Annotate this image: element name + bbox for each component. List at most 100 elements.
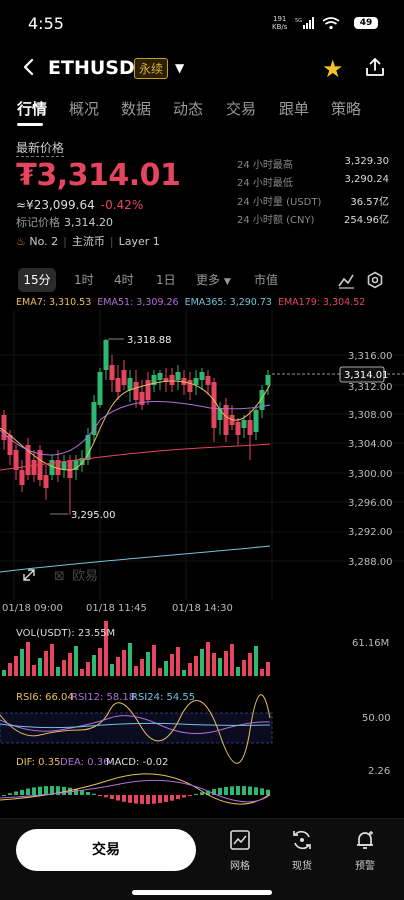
market-cap-toggle[interactable]: 市值 (254, 273, 279, 287)
macd-bar (74, 788, 78, 795)
mark-price-label: 标记价格 (16, 216, 60, 229)
macd-bar (2, 795, 6, 796)
stat-low: 24 小时最低 3,290.24 (237, 174, 389, 190)
stat-high: 24 小时最高 3,329.30 (237, 156, 389, 171)
volume-bar (230, 644, 234, 676)
candle-body (13, 450, 19, 470)
volume-bar (98, 648, 102, 676)
ema51-label: EMA51: 3,309.26 (97, 297, 179, 308)
macd-bar (230, 786, 234, 795)
macd-bar (158, 795, 162, 803)
volume-bar (128, 643, 132, 676)
volume-bar (62, 660, 66, 676)
volume-bar (92, 655, 96, 676)
cny-price-row: ≈¥23,099.64 -0.42% (16, 198, 143, 212)
macd-bar (194, 793, 198, 795)
macd-bar (56, 786, 60, 795)
ema365-label: EMA365: 3,290.73 (184, 297, 272, 308)
volume-bar (152, 645, 156, 676)
candle-body (151, 375, 157, 385)
dif-label: DIF: 0.35 (16, 757, 60, 768)
macd-bar (266, 789, 270, 795)
macd-bar (104, 795, 108, 798)
volume-bar (260, 669, 264, 676)
candle-body (31, 460, 37, 475)
main-tabs: 行情 概况 数据 动态 交易 跟单 策略 (0, 96, 404, 126)
expand-icon[interactable] (23, 569, 35, 581)
battery-indicator: 49 (354, 17, 378, 29)
back-arrow-icon[interactable] (18, 56, 40, 78)
tab-market[interactable]: 行情 (17, 100, 48, 118)
spot-button[interactable]: 现货 (282, 829, 322, 872)
volume-bar (200, 649, 204, 676)
macd-bar (44, 786, 48, 795)
macd-bar (224, 786, 228, 795)
star-icon[interactable]: ★ (322, 55, 344, 83)
tab-copy-trading[interactable]: 跟单 (279, 100, 310, 118)
volume-bar (80, 669, 84, 676)
trade-button[interactable]: 交易 (16, 829, 196, 871)
indicator-icon[interactable] (337, 271, 355, 289)
candle-body (241, 420, 247, 428)
candle-body (265, 375, 271, 385)
rsi12-label: RSI12: 58.18 (71, 692, 135, 703)
macd-bar (206, 790, 210, 795)
candle-body (79, 458, 85, 465)
volume-bar (164, 661, 168, 676)
candle-body (73, 460, 79, 470)
timeframe-more[interactable]: 更多 ▼ (196, 273, 231, 287)
current-price-tag (339, 366, 385, 383)
macd-label: MACD: -0.02 (106, 757, 168, 768)
time-tick: 01/18 11:45 (86, 603, 147, 614)
rsi24-label: RSI24: 54.55 (131, 692, 195, 703)
volume-bar (110, 664, 114, 676)
timeframe-1h[interactable]: 1时 (74, 273, 94, 287)
volume-bar (122, 650, 126, 676)
stat-volume: 24 小时量 (USDT) 36.57亿 (237, 196, 389, 208)
candle-body (109, 365, 115, 380)
volume-bar (206, 642, 210, 676)
macd-bar (260, 788, 264, 795)
grid-button[interactable]: 网格 (220, 829, 260, 872)
tab-feed[interactable]: 动态 (173, 100, 204, 118)
status-time: 4:55 (28, 14, 64, 33)
mark-price: 3,314.20 (64, 216, 113, 229)
time-tick: 01/18 14:30 (172, 603, 233, 614)
alert-button[interactable]: 预警 (345, 829, 385, 872)
tab-strategy[interactable]: 策略 (331, 100, 362, 118)
vol-axis: 61.16M (352, 638, 389, 649)
price-chart[interactable]: 3,316.00 3,312.00 3,308.00 3,304.00 3,30… (0, 310, 404, 818)
ema365-line (0, 545, 271, 573)
timeframe-1d[interactable]: 1日 (156, 273, 176, 287)
macd-bar (152, 795, 156, 804)
latest-price-label[interactable]: 最新价格 (16, 141, 65, 157)
timeframe-bar: 15分 1时 4时 1日 更多 ▼ 市值 (0, 268, 404, 292)
candle-body (217, 408, 223, 420)
rsi-axis: 50.00 (362, 713, 391, 724)
ema179-line (0, 443, 271, 471)
net-speed: 191 KB/s (272, 15, 288, 31)
volume-bar (86, 662, 90, 676)
settings-icon[interactable] (366, 271, 384, 289)
macd-bar (218, 787, 222, 795)
price-tick: 3,292.00 (348, 527, 393, 538)
candle-body (133, 382, 139, 400)
timeframe-4h[interactable]: 4时 (114, 273, 134, 287)
price-tick: 3,296.00 (348, 498, 393, 509)
watermark: 欧易 (72, 569, 98, 584)
tab-trade[interactable]: 交易 (226, 100, 257, 118)
macd-bar (92, 793, 96, 795)
rank-tags[interactable]: ♨ No. 2 | 主流币 | Layer 1 (16, 235, 160, 248)
macd-bar (86, 791, 90, 795)
pair-title[interactable]: ETHUSDT (48, 57, 148, 79)
signal-wifi-icon: 5G (295, 17, 340, 30)
macd-bar (212, 789, 216, 795)
timeframe-15m[interactable]: 15分 (18, 268, 56, 292)
tab-overview[interactable]: 概况 (69, 100, 100, 118)
share-icon[interactable] (364, 56, 386, 78)
ema51-line (0, 400, 271, 456)
volume-bar (14, 656, 18, 676)
tab-data[interactable]: 数据 (121, 100, 152, 118)
status-bar: 4:55 191 KB/s 5G 49 (0, 0, 404, 48)
chevron-down-icon[interactable]: ▼ (175, 61, 185, 75)
